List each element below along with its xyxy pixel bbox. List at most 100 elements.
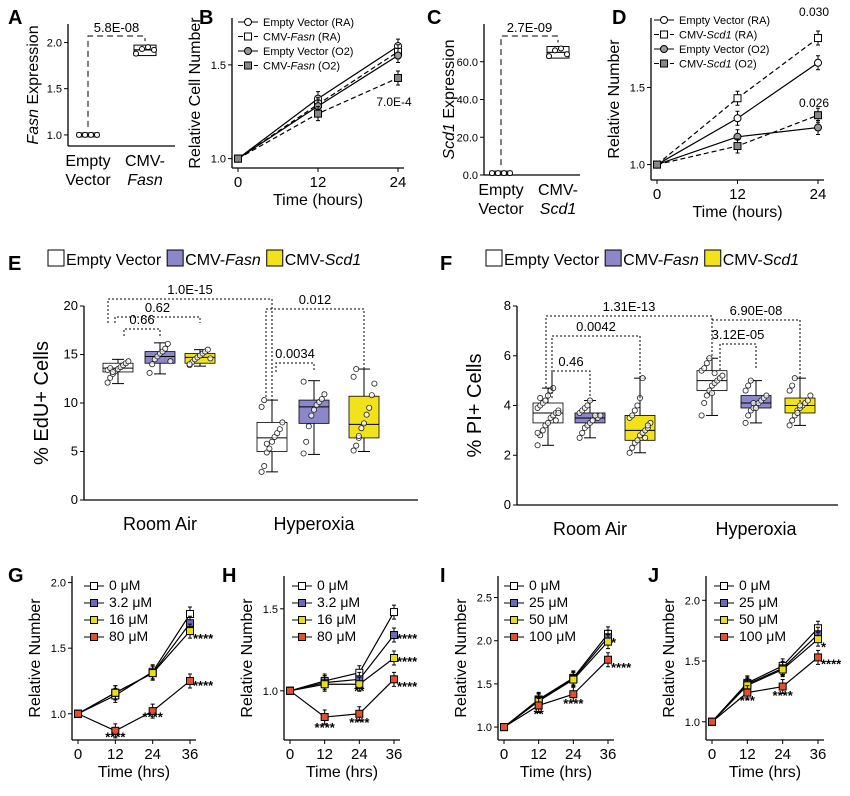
significance-bracket: [545, 315, 713, 388]
series-line: [503, 659, 609, 728]
data-point: [634, 437, 641, 444]
x-tick-label: 24: [351, 746, 368, 763]
significance-stars: ****: [349, 715, 370, 730]
legend-label: 0 μM: [317, 577, 348, 593]
data-point: [597, 412, 604, 419]
x-tick-label: 0: [500, 746, 508, 763]
legend-label: Empty Vector (O2): [263, 46, 353, 58]
data-point: [814, 123, 822, 132]
data-point: [298, 599, 306, 607]
data-point: [162, 345, 169, 352]
y-axis-label: Fasn Expression: [25, 25, 42, 144]
series-line: [77, 680, 191, 732]
data-point: [88, 131, 94, 138]
data-point: [653, 160, 661, 169]
data-point: [660, 59, 668, 68]
data-point: [111, 688, 120, 697]
legend-swatch: [704, 249, 722, 267]
legend-label: 3.2 μM: [317, 594, 360, 610]
data-point: [555, 409, 562, 416]
data-point: [750, 400, 757, 407]
data-point: [286, 686, 294, 695]
x-axis-label: Time (hrs): [306, 764, 378, 781]
data-point: [569, 675, 578, 684]
x-axis-label: Time (hrs): [98, 764, 170, 781]
data-point: [133, 50, 139, 57]
data-point: [244, 47, 252, 55]
y-tick-label: 1.0: [51, 709, 66, 721]
significance-stars: *: [611, 635, 617, 650]
legend-label: Empty Vector (RA): [679, 15, 770, 27]
data-point: [90, 599, 98, 607]
significance-bracket: [711, 319, 801, 404]
p-value: 0.46: [558, 354, 583, 369]
panel-f: 0 2 4 6 8 % PI+ Cells Empty Vector CMV-Fasn CMV-…: [464, 249, 838, 539]
legend-label: 50 μM: [529, 611, 568, 627]
significance-stars: **: [354, 684, 365, 699]
p-value: 0.026: [799, 96, 829, 110]
data-point: [720, 582, 728, 590]
data-point: [587, 397, 594, 404]
x-tick-label: 0: [286, 746, 294, 763]
data-point: [537, 395, 544, 402]
data-point: [394, 51, 402, 60]
data-point: [500, 723, 508, 732]
x-tick-label: Fasn: [127, 172, 163, 189]
data-point: [626, 449, 633, 456]
data-point: [90, 616, 98, 624]
p-value: 0.66: [129, 312, 154, 327]
significance-bracket: [123, 328, 161, 336]
data-point: [146, 369, 153, 376]
y-tick-label: 1.5: [51, 643, 66, 655]
x-group-label: Hyperoxia: [715, 519, 797, 539]
data-point: [76, 131, 82, 138]
y-tick-label: 2.0: [51, 578, 66, 590]
x-tick-label: Vector: [478, 201, 524, 218]
data-point: [310, 406, 317, 413]
significance-stars: ****: [773, 688, 794, 703]
data-point: [814, 653, 822, 662]
data-point: [660, 30, 668, 39]
data-point: [733, 114, 742, 123]
legend-label: 100 μM: [529, 628, 576, 644]
x-tick-label: Scd1: [540, 201, 576, 218]
y-tick-label: 1.5: [211, 60, 226, 72]
series-line: [289, 634, 395, 692]
data-point: [151, 46, 157, 53]
x-tick-label: 12: [107, 746, 124, 763]
p-value: 1.0E-15: [167, 282, 213, 297]
data-point: [778, 665, 787, 674]
data-point: [149, 361, 156, 368]
data-point: [660, 16, 668, 24]
x-tick-label: 36: [182, 746, 199, 763]
y-axis-label: Scd1 Expression: [441, 39, 458, 159]
y-tick-label: 2: [504, 447, 511, 462]
data-point: [742, 419, 749, 426]
y-tick-label: 2.0: [47, 37, 62, 49]
data-point: [546, 53, 552, 60]
x-tick-label: 0: [74, 746, 82, 763]
data-point: [104, 379, 111, 386]
legend-label: CMV-Scd1: [723, 252, 799, 269]
significance-bracket: [87, 35, 146, 127]
y-tick-label: 1.0: [263, 686, 278, 698]
data-point: [303, 438, 310, 445]
series-line: [711, 656, 819, 723]
data-point: [261, 397, 268, 404]
data-point: [145, 44, 151, 51]
data-point: [569, 690, 578, 699]
data-point: [814, 58, 822, 67]
data-point: [74, 709, 82, 718]
x-tick-label: 12: [739, 746, 756, 763]
data-point: [305, 423, 312, 430]
y-tick-label: 20.0: [457, 132, 478, 144]
legend-label: CMV-Scd1 (RA): [679, 30, 757, 42]
panel-letter-h: H: [222, 565, 236, 587]
data-point: [708, 717, 716, 726]
significance-bracket: [275, 362, 315, 372]
x-tick-label: 0: [234, 174, 242, 191]
x-group-label: Room Air: [553, 519, 627, 539]
data-point: [814, 635, 822, 644]
